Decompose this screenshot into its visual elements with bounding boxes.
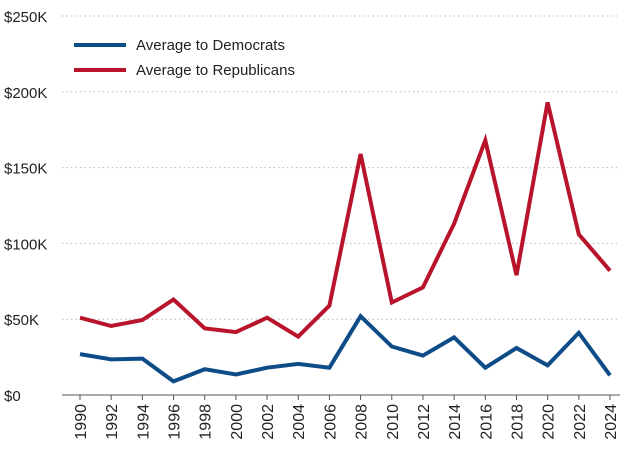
x-tick-label: 1998 (198, 404, 215, 440)
x-tick-label: 1992 (104, 404, 121, 440)
x-tick-label: 2014 (447, 404, 464, 440)
x-tick-label: 2000 (229, 404, 246, 440)
x-tick-label: 2020 (541, 404, 558, 440)
x-tick-label: 2004 (291, 404, 308, 440)
series-lines (79, 101, 612, 384)
x-axis-tick-labels: 1990 1992 1994 1996 1998 2000 2002 2004 2006 2008… (73, 404, 620, 440)
x-tick-label: 2008 (354, 404, 371, 440)
y-tick-label: $50K (4, 312, 39, 329)
x-tick-label: 1990 (73, 404, 90, 440)
x-tick-label: 2024 (603, 404, 620, 440)
y-axis-tick-labels: $0 $50K $100K $150K $200K $250K (4, 9, 47, 405)
x-tick-label: 1996 (167, 404, 184, 440)
legend-label-democrats: Average to Democrats (136, 37, 285, 54)
x-tick-label: 2012 (416, 404, 433, 440)
legend: Average to Democrats Average to Republic… (74, 37, 295, 79)
legend-label-republicans: Average to Republicans (136, 62, 295, 79)
x-tick-label: 2002 (260, 404, 277, 440)
x-tick-label: 1994 (135, 404, 152, 440)
y-tick-label: $150K (4, 161, 47, 178)
x-tick-label: 2018 (509, 404, 526, 440)
x-axis-ticks (79, 395, 611, 400)
y-tick-label: $100K (4, 236, 47, 253)
x-tick-label: 2010 (385, 404, 402, 440)
y-tick-label: $200K (4, 85, 47, 102)
y-tick-label: $0 (4, 388, 21, 405)
x-tick-label: 2022 (572, 404, 589, 440)
x-tick-label: 2006 (322, 404, 339, 440)
x-tick-label: 2016 (478, 404, 495, 440)
series-line-republicans (79, 101, 612, 340)
y-tick-label: $250K (4, 9, 47, 26)
series-line-democrats (79, 313, 612, 384)
